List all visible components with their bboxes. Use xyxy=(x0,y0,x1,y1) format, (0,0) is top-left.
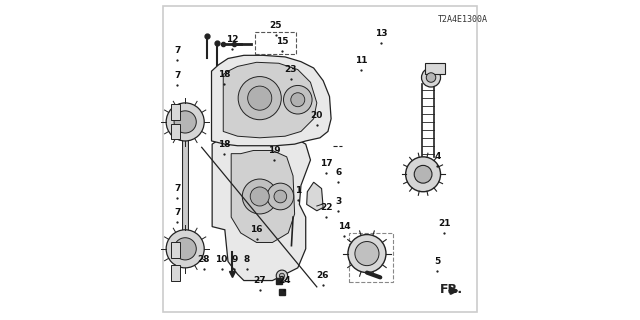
Bar xyxy=(425,63,445,74)
Polygon shape xyxy=(171,243,180,258)
Circle shape xyxy=(243,179,277,214)
Text: 10: 10 xyxy=(216,255,228,264)
Circle shape xyxy=(284,85,312,114)
Text: 11: 11 xyxy=(355,56,367,65)
Text: 1: 1 xyxy=(294,186,301,195)
Polygon shape xyxy=(307,182,323,211)
Text: 8: 8 xyxy=(244,255,250,264)
Text: 7: 7 xyxy=(174,46,180,55)
Text: 14: 14 xyxy=(338,222,351,231)
Circle shape xyxy=(238,76,282,120)
Text: 23: 23 xyxy=(285,65,297,74)
Circle shape xyxy=(414,165,432,183)
Circle shape xyxy=(267,183,294,210)
Circle shape xyxy=(174,111,196,133)
Circle shape xyxy=(166,103,204,141)
Text: 21: 21 xyxy=(438,219,451,228)
Text: FR.: FR. xyxy=(440,283,463,296)
Text: 5: 5 xyxy=(435,257,440,266)
Polygon shape xyxy=(211,55,331,146)
Polygon shape xyxy=(212,135,310,281)
Text: 3: 3 xyxy=(335,197,342,206)
Circle shape xyxy=(422,68,440,87)
Circle shape xyxy=(250,187,269,206)
Text: 13: 13 xyxy=(375,28,387,38)
Circle shape xyxy=(426,73,436,82)
Text: 28: 28 xyxy=(197,255,210,264)
Text: T2A4E1300A: T2A4E1300A xyxy=(437,15,488,24)
Circle shape xyxy=(348,235,386,273)
Text: 12: 12 xyxy=(225,35,238,44)
Text: 15: 15 xyxy=(276,36,288,45)
Circle shape xyxy=(406,157,440,192)
Circle shape xyxy=(280,273,284,278)
Polygon shape xyxy=(171,124,180,140)
Text: 26: 26 xyxy=(316,271,329,280)
Circle shape xyxy=(355,242,379,266)
Text: 7: 7 xyxy=(174,71,180,80)
Circle shape xyxy=(291,93,305,107)
Circle shape xyxy=(166,230,204,268)
Polygon shape xyxy=(223,62,317,138)
Text: 25: 25 xyxy=(269,21,282,30)
Text: 17: 17 xyxy=(320,159,332,168)
Text: 4: 4 xyxy=(434,152,440,161)
Polygon shape xyxy=(171,105,180,120)
Text: 9: 9 xyxy=(231,255,237,264)
Circle shape xyxy=(274,190,287,203)
Circle shape xyxy=(276,270,287,282)
Text: 24: 24 xyxy=(278,276,291,285)
Text: 7: 7 xyxy=(174,184,180,193)
Text: 6: 6 xyxy=(335,168,342,177)
Text: 7: 7 xyxy=(174,208,180,217)
Text: 27: 27 xyxy=(253,276,266,285)
Text: 20: 20 xyxy=(310,111,323,120)
Text: 16: 16 xyxy=(250,225,263,234)
Bar xyxy=(255,32,296,54)
Circle shape xyxy=(248,86,272,110)
Polygon shape xyxy=(171,265,180,281)
Text: 19: 19 xyxy=(268,146,280,155)
Text: 18: 18 xyxy=(218,70,230,79)
Text: 18: 18 xyxy=(218,140,230,148)
Bar xyxy=(349,233,393,282)
Text: 22: 22 xyxy=(320,203,333,212)
Circle shape xyxy=(174,238,196,260)
Polygon shape xyxy=(231,150,294,243)
